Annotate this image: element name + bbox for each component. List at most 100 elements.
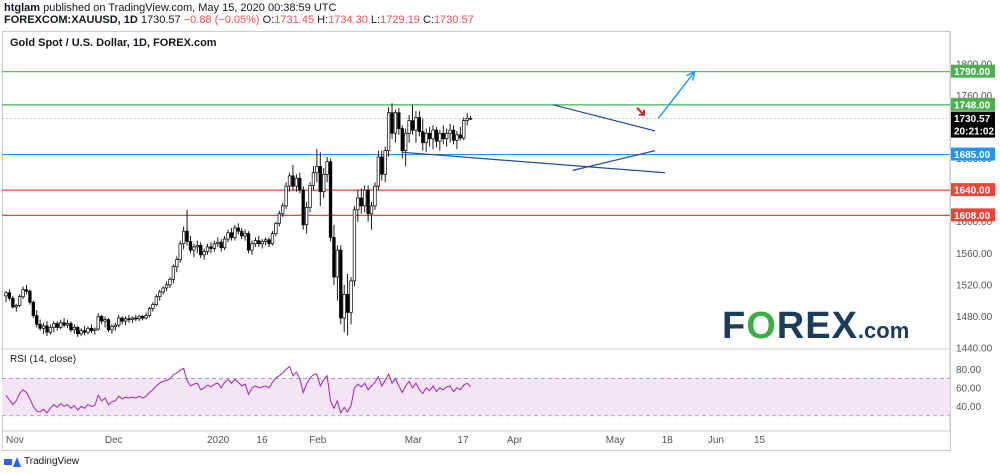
breakout-marker-arrow	[636, 107, 645, 116]
price-tick-label: 1520.00	[956, 280, 993, 291]
candle-up	[212, 243, 217, 249]
candle-down	[318, 166, 322, 193]
candle-down	[38, 323, 42, 329]
rsi-tick-label: 80.00	[956, 365, 981, 376]
candle-down	[390, 112, 394, 134]
candle-down	[380, 156, 384, 175]
tradingview-logo-icon	[4, 456, 21, 467]
rsi-indicator-label[interactable]: RSI (14, close)	[10, 354, 77, 365]
current-price-badge	[951, 111, 995, 138]
candle-down	[458, 134, 462, 139]
candle-down	[240, 230, 244, 237]
candle-up	[4, 292, 8, 297]
bar-countdown-label: 20:21:02	[954, 127, 994, 138]
last-price: 1730.57	[140, 14, 181, 26]
candle-up	[445, 132, 449, 140]
time-tick-label: Jun	[708, 435, 724, 446]
candle-up	[253, 240, 258, 245]
candle-up	[205, 246, 210, 253]
candle-up	[103, 319, 107, 322]
projection-arrow-line	[657, 71, 696, 119]
candle-up	[438, 132, 442, 142]
candle-down	[35, 315, 39, 325]
candle-up	[202, 251, 206, 256]
candle-up	[325, 161, 329, 175]
time-tick-label: 2020	[207, 435, 230, 446]
candle-down	[219, 241, 223, 249]
candle-down	[55, 323, 59, 328]
candle-up	[424, 132, 428, 144]
candle-up	[311, 172, 316, 186]
candle-up	[151, 304, 155, 309]
publish-info: htglam published on TradingView.com, May…	[4, 2, 336, 14]
low-label: L:	[370, 14, 381, 26]
time-tick-label: Apr	[507, 435, 523, 446]
candle-up	[233, 227, 237, 238]
price-level-badge	[951, 97, 995, 111]
candle-down	[45, 325, 49, 333]
candle-down	[400, 128, 404, 151]
published-text: published on TradingView.com, May 15, 20…	[43, 2, 337, 14]
candle-up	[407, 120, 411, 134]
rsi-line	[5, 365, 471, 415]
candle-down	[229, 232, 234, 238]
candle-up	[52, 323, 56, 328]
candle-down	[100, 316, 104, 322]
logo-letters-rex: REX	[776, 305, 858, 347]
candle-up	[284, 185, 288, 207]
current-price-label: 1730.57	[954, 114, 991, 125]
candle-up	[373, 185, 377, 207]
candle-up	[79, 330, 83, 335]
price-tick-label: 1440.00	[956, 344, 993, 355]
ohlc-legend: FOREXCOM:XAUUSD, 1D 1730.57 −0.88 (−0.05…	[4, 14, 474, 26]
candle-down	[82, 330, 87, 333]
price-tick-label: 1600.00	[956, 217, 993, 228]
candle-up	[243, 233, 247, 237]
candle-down	[209, 246, 213, 249]
candle-up	[117, 317, 121, 326]
candle-up	[383, 150, 387, 175]
candle-down	[298, 177, 302, 191]
candle-up	[110, 326, 114, 331]
candle-down	[11, 297, 15, 308]
candle-up	[18, 296, 22, 306]
author-name[interactable]: htglam	[4, 2, 41, 14]
candle-down	[7, 292, 12, 299]
candle-down	[127, 318, 131, 321]
candle-down	[120, 317, 124, 322]
candle-up	[315, 166, 319, 174]
candle-up	[48, 327, 53, 333]
candle-down	[28, 290, 32, 303]
candle-down	[76, 327, 80, 335]
candle-down	[267, 239, 271, 245]
trend-line	[401, 151, 666, 174]
rsi-tick-label: 60.00	[956, 383, 981, 394]
candle-up	[448, 129, 452, 134]
candle-up	[322, 173, 326, 193]
candle-down	[89, 327, 94, 331]
candle-down	[246, 233, 251, 251]
candle-down	[199, 245, 203, 256]
candle-down	[106, 319, 111, 331]
candle-down	[427, 132, 432, 140]
candle-up	[369, 205, 374, 215]
candle-up	[404, 132, 408, 151]
candle-up	[431, 129, 435, 140]
candle-up	[72, 327, 76, 331]
candle-down	[339, 249, 343, 319]
candle-up	[171, 266, 176, 280]
candle-down	[236, 227, 240, 232]
candle-down	[417, 117, 422, 133]
candle-up	[113, 324, 117, 328]
candle-up	[250, 243, 254, 251]
open-label: O:	[262, 14, 275, 26]
candle-up	[21, 289, 25, 298]
candle-down	[31, 301, 35, 316]
price-tick-label: 1480.00	[956, 312, 993, 323]
candle-down	[69, 323, 73, 331]
tradingview-brand[interactable]: TradingView	[4, 456, 79, 467]
candle-up	[335, 249, 340, 278]
candle-up	[147, 308, 152, 316]
price-tick-label: 1560.00	[956, 249, 993, 260]
